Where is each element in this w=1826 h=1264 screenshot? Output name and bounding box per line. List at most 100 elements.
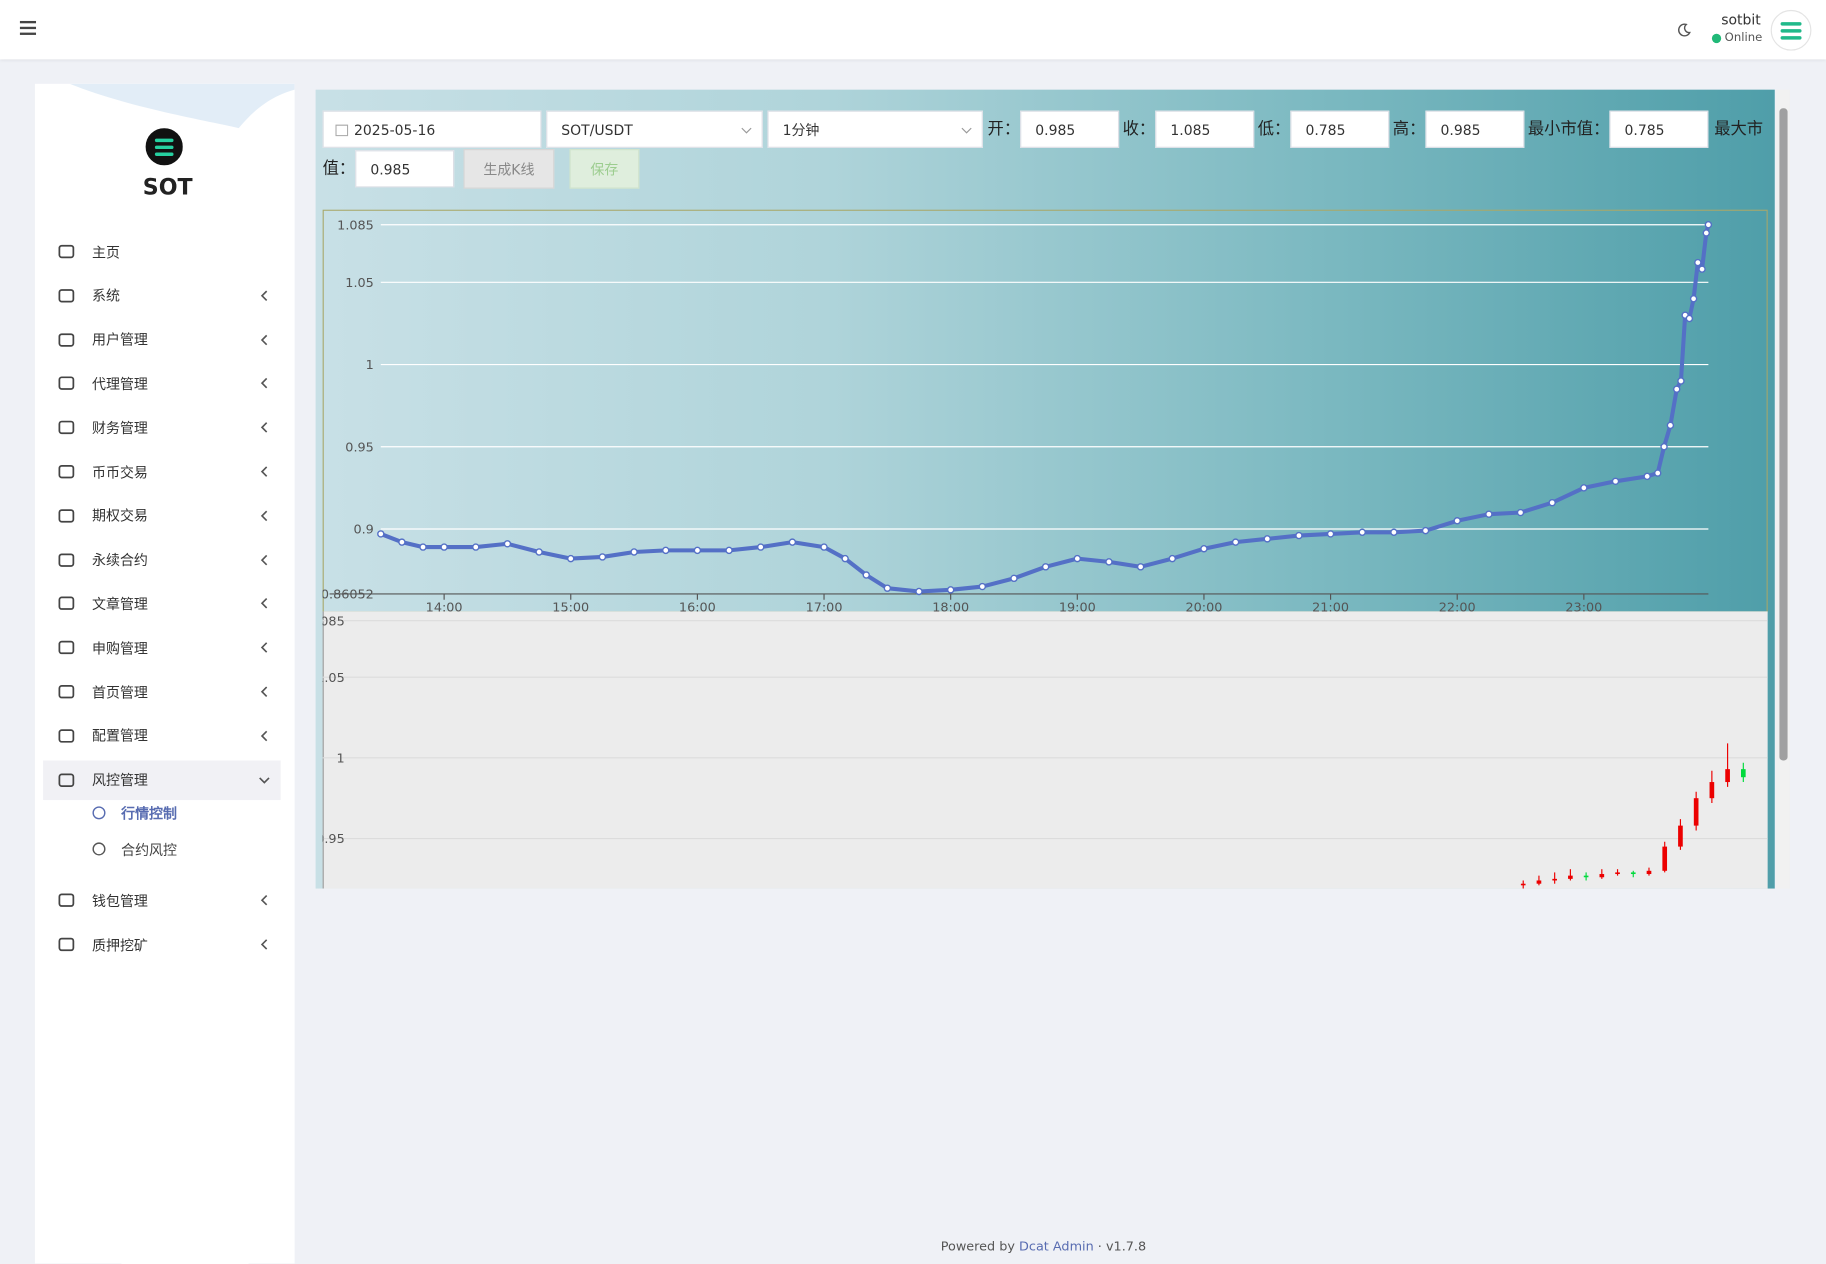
y-tick-label: 1 — [337, 752, 345, 767]
menu-label[interactable]: 首页管理 — [91, 684, 148, 701]
date-input[interactable]: 2025-05-16 — [322, 110, 542, 148]
date-value[interactable]: 2025-05-16 — [354, 122, 436, 139]
field-label: 最小市值： — [1527, 119, 1610, 139]
menu-chevron — [259, 776, 270, 784]
y-tick-label: 1.05 — [323, 671, 345, 686]
menu-item[interactable]: 财务管理 — [43, 408, 281, 448]
chevron — [260, 422, 268, 433]
scrollbar-thumb[interactable] — [1779, 108, 1788, 761]
price-point — [693, 546, 702, 555]
submenu-label[interactable]: 行情控制 — [121, 805, 178, 823]
menu-toggle[interactable] — [19, 20, 37, 36]
kline-form: 2025-05-16 SOT/USDT 1分钟 开： 0.985 收： 1.085 低： 0.7… — [322, 109, 1775, 189]
field-input[interactable]: 0.785 — [1290, 110, 1390, 148]
chevron — [260, 895, 268, 906]
select-pair[interactable]: SOT/USDT — [546, 110, 763, 148]
y-tick-label: 0.86052 — [323, 588, 374, 603]
menu-label[interactable]: 财务管理 — [91, 420, 148, 437]
chevron — [259, 776, 270, 784]
menu-label[interactable]: 币币交易 — [91, 464, 148, 481]
field-input[interactable]: 0.985 — [355, 150, 455, 188]
menu-icon — [58, 641, 75, 655]
candle-body — [1678, 825, 1683, 847]
icon-shape — [58, 464, 75, 479]
price-point — [1698, 265, 1706, 273]
menu-label[interactable]: 用户管理 — [91, 332, 148, 349]
icon-shape — [58, 552, 75, 567]
menu-item[interactable]: 用户管理 — [43, 320, 281, 360]
field-input[interactable]: 0.985 — [1020, 110, 1120, 148]
field-input[interactable]: 0.785 — [1609, 110, 1709, 148]
submenu-item[interactable]: 合约风控 — [91, 838, 177, 861]
menu-item[interactable]: 期权交易 — [43, 496, 281, 536]
menu-chevron — [260, 730, 268, 741]
menu-icon — [58, 773, 75, 787]
x-tick-label: 15:00 — [552, 600, 589, 615]
price-point — [1453, 517, 1461, 525]
field-input[interactable]: 1.085 — [1155, 110, 1255, 148]
menu-label[interactable]: 钱包管理 — [91, 893, 148, 910]
field-label: 低： — [1257, 119, 1291, 139]
price-point — [598, 553, 607, 561]
select-interval[interactable]: 1分钟 — [767, 110, 983, 148]
menu-label[interactable]: 配置管理 — [91, 728, 148, 745]
menu-item[interactable]: 配置管理 — [43, 716, 281, 756]
select-value[interactable]: SOT/USDT — [561, 122, 633, 139]
menu-item[interactable]: 文章管理 — [43, 584, 281, 624]
menu-item[interactable]: 钱包管理 — [43, 881, 281, 921]
menu-chevron — [260, 422, 268, 433]
menu-item[interactable]: 永续合约 — [43, 540, 281, 580]
price-point — [1694, 258, 1702, 267]
menu-chevron — [260, 554, 268, 565]
price-point — [1677, 377, 1685, 385]
menu-label[interactable]: 申购管理 — [91, 640, 148, 657]
menu-item[interactable]: 首页管理 — [43, 672, 281, 712]
price-point — [1689, 295, 1698, 303]
candle-body — [1552, 878, 1557, 881]
menu-item[interactable]: 系统 — [43, 276, 281, 316]
menu-item[interactable]: 主页 — [43, 232, 281, 272]
menu-label[interactable]: 系统 — [91, 287, 120, 305]
menu-item[interactable]: 质押挖矿 — [43, 925, 281, 965]
price-point — [883, 584, 892, 592]
candle-body — [1615, 872, 1620, 875]
x-tick-label: 16:00 — [679, 600, 716, 615]
menu-item[interactable]: 代理管理 — [43, 364, 281, 404]
menu-label[interactable]: 期权交易 — [91, 508, 148, 525]
price-point — [1516, 508, 1525, 517]
theme-toggle[interactable] — [1677, 23, 1691, 37]
submenu-label[interactable]: 合约风控 — [121, 841, 178, 859]
menu-item[interactable]: 风控管理 — [43, 759, 281, 800]
menu-label[interactable]: 文章管理 — [91, 596, 148, 613]
footer-link[interactable]: Dcat Admin — [1019, 1239, 1094, 1255]
price-point — [1168, 554, 1177, 563]
menu-item[interactable]: 申购管理 — [43, 628, 281, 668]
price-point — [1704, 221, 1713, 229]
y-tick-label: 1.085 — [323, 614, 345, 629]
menu-label[interactable]: 永续合约 — [91, 552, 148, 569]
price-point — [915, 587, 923, 596]
market-control-panel: 2025-05-16 SOT/USDT 1分钟 开： 0.985 收： 1.085 低： 0.7… — [315, 89, 1775, 889]
price-point — [788, 538, 797, 546]
candle-body — [1646, 870, 1652, 875]
candle-body — [1568, 875, 1573, 879]
field-input[interactable]: 0.985 — [1425, 110, 1525, 148]
price-point — [725, 546, 733, 555]
y-tick-label: 0.95 — [345, 440, 374, 455]
form-button[interactable]: 生成K线 — [463, 149, 555, 189]
price-point — [1685, 314, 1694, 323]
menu-label[interactable]: 质押挖矿 — [91, 937, 148, 954]
scrollbar[interactable] — [1775, 89, 1790, 889]
form-button[interactable]: 保存 — [569, 149, 640, 189]
menu-icon — [58, 685, 75, 699]
submenu-icon — [92, 806, 106, 820]
menu-label[interactable]: 风控管理 — [91, 772, 148, 789]
avatar[interactable] — [1770, 9, 1812, 51]
submenu-item[interactable]: 行情控制 — [91, 802, 177, 825]
menu-label[interactable]: 代理管理 — [91, 376, 148, 393]
candle-body — [1599, 874, 1605, 878]
menu-item[interactable]: 币币交易 — [43, 452, 281, 492]
menu-icon — [58, 332, 75, 347]
select-value[interactable]: 1分钟 — [782, 122, 820, 139]
menu-label[interactable]: 主页 — [91, 243, 120, 261]
